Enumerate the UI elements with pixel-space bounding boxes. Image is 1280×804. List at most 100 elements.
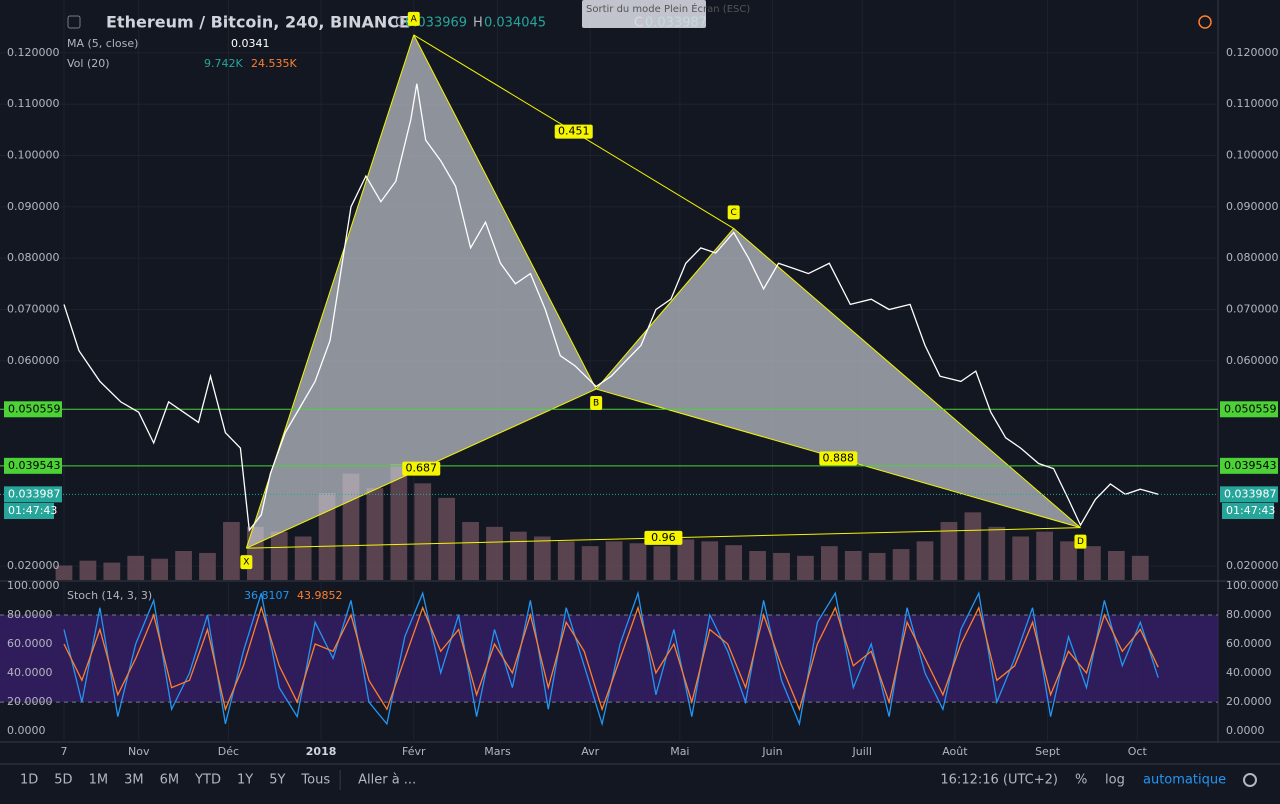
x-tick-label: Avr [581, 745, 599, 758]
volume-bar [629, 543, 647, 580]
volume-bar [79, 560, 97, 580]
ma-value: 0.0341 [231, 37, 270, 50]
symbol-icon[interactable] [67, 15, 81, 29]
x-tick-label: Juill [852, 745, 872, 758]
volume-bar [868, 552, 886, 580]
log-toggle[interactable]: log [1105, 773, 1125, 788]
ratio-label: 0.451 [558, 125, 590, 138]
y-tick-label: 60.0000 [1226, 637, 1272, 650]
level-badge [1220, 401, 1278, 418]
y-tick-label: 0.120000 [1226, 46, 1279, 59]
volume-bar [964, 512, 982, 580]
goto-button[interactable]: Aller à ... [358, 773, 416, 788]
ohlc-value: 0.033969 [405, 16, 467, 31]
range-button[interactable]: Tous [300, 773, 330, 788]
y-tick-label: 40.0000 [7, 666, 53, 679]
y-tick-label: 0.100000 [1226, 149, 1279, 162]
volume-bar [223, 522, 240, 580]
x-tick-label: Sept [1035, 745, 1061, 758]
y-tick-label: 0.070000 [1226, 303, 1279, 316]
volume-bar [55, 565, 73, 580]
y-tick-label: 0.0000 [1226, 724, 1265, 737]
settings-icon[interactable] [1243, 773, 1257, 787]
x-tick-label: 2018 [306, 745, 337, 758]
volume-bar [414, 483, 432, 580]
pattern-point-label: B [593, 399, 599, 409]
range-button[interactable]: 1M [89, 773, 109, 788]
volume-bar [557, 541, 575, 580]
volume-bar [438, 497, 456, 580]
volume-bar [725, 545, 743, 580]
volume-bar [820, 546, 838, 580]
volume-bar [510, 531, 527, 580]
level-badge [4, 457, 62, 474]
y-tick-label: 0.100000 [7, 149, 60, 162]
price-label: 0.033987 [1224, 487, 1277, 500]
volume-bar [916, 541, 934, 580]
level-label: 0.039543 [8, 459, 61, 472]
y-tick-label: 100.0000 [7, 579, 60, 592]
ohlc-key: H [473, 16, 483, 31]
ma-label[interactable]: MA (5, close) [67, 37, 138, 50]
ratio-label: 0.888 [823, 451, 855, 464]
clock: 16:12:16 (UTC+2) [940, 773, 1058, 788]
percent-toggle[interactable]: % [1075, 773, 1087, 788]
ohlc-value: 0.034045 [484, 16, 546, 31]
x-tick-label: Oct [1128, 745, 1148, 758]
x-tick-label: Juin [761, 745, 782, 758]
y-tick-label: 0.080000 [1226, 251, 1279, 264]
y-tick-label: 0.020000 [1226, 559, 1279, 572]
volume-bar [797, 555, 814, 580]
stoch-k-value: 36.8107 [244, 589, 290, 602]
pattern-line [733, 228, 1081, 529]
volume-bar [677, 539, 695, 580]
y-tick-label: 0.060000 [7, 354, 60, 367]
vol-label[interactable]: Vol (20) [67, 57, 110, 70]
vol-ma-value: 24.535K [251, 57, 297, 70]
ratio-label: 0.687 [405, 462, 437, 475]
pattern-point-label: D [1077, 537, 1084, 547]
y-tick-label: 100.0000 [1226, 579, 1279, 592]
pattern-point-label: X [243, 558, 249, 568]
y-tick-label: 60.0000 [7, 637, 53, 650]
pattern-point-label: A [411, 14, 418, 24]
volume-bar [581, 546, 599, 580]
volume-bar [366, 488, 384, 580]
alert-icon[interactable] [1198, 15, 1212, 29]
level-badge [4, 401, 62, 418]
y-tick-label: 0.060000 [1226, 354, 1279, 367]
y-tick-label: 80.0000 [7, 608, 53, 621]
stoch-line [63, 605, 1159, 712]
volume-bar [199, 552, 216, 580]
x-tick-label: Févr [402, 745, 426, 758]
range-button[interactable]: 3M [124, 773, 144, 788]
auto-toggle[interactable]: automatique [1143, 773, 1226, 788]
pattern-fill [596, 228, 1081, 528]
y-tick-label: 40.0000 [1226, 666, 1272, 679]
range-button[interactable]: 6M [160, 773, 180, 788]
y-tick-label: 0.0000 [7, 724, 46, 737]
range-button[interactable]: YTD [194, 773, 221, 788]
y-tick-label: 0.090000 [1226, 200, 1279, 213]
symbol-title[interactable]: Ethereum / Bitcoin, 240, BINANCE [106, 13, 410, 32]
vol-value: 9.742K [204, 57, 243, 70]
volume-bar [1060, 541, 1077, 580]
y-tick-label: 20.0000 [1226, 695, 1272, 708]
y-tick-label: 0.120000 [7, 46, 60, 59]
x-tick-label: Nov [128, 745, 150, 758]
volume-bar [940, 522, 958, 580]
stoch-label[interactable]: Stoch (14, 3, 3) [67, 589, 152, 602]
x-tick-label: Mars [484, 745, 511, 758]
level-label: 0.050559 [8, 402, 61, 415]
volume-bar [988, 526, 1006, 580]
range-button[interactable]: 1D [20, 773, 38, 788]
range-button[interactable]: 5D [54, 773, 72, 788]
range-button[interactable]: 1Y [237, 773, 253, 788]
volume-bar [462, 522, 479, 580]
volume-bar [749, 551, 766, 580]
x-tick-label: Août [942, 745, 968, 758]
x-tick-label: Mai [670, 745, 689, 758]
range-button[interactable]: 5Y [269, 773, 285, 788]
pattern-fill [246, 34, 597, 549]
